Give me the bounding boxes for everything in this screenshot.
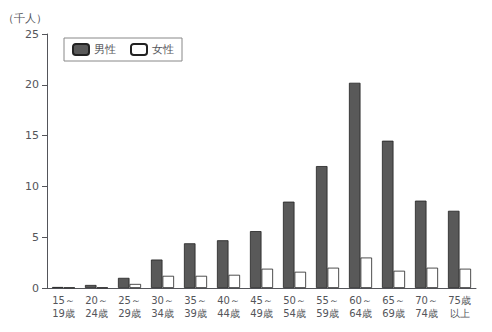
svg-text:64歳: 64歳: [349, 308, 372, 319]
svg-text:20: 20: [25, 78, 39, 91]
svg-text:49歳: 49歳: [250, 308, 273, 319]
svg-text:44歳: 44歳: [217, 308, 240, 319]
svg-text:65～: 65～: [382, 295, 405, 306]
svg-text:25～: 25～: [118, 295, 141, 306]
svg-text:70～: 70～: [415, 295, 438, 306]
svg-text:男性: 男性: [94, 43, 116, 56]
svg-text:以上: 以上: [450, 308, 470, 319]
svg-text:5: 5: [32, 231, 39, 244]
svg-text:50～: 50～: [283, 295, 306, 306]
svg-text:10: 10: [25, 180, 39, 193]
svg-text:（千人）: （千人）: [3, 12, 47, 25]
svg-text:55～: 55～: [316, 295, 339, 306]
svg-text:20～: 20～: [85, 295, 108, 306]
svg-text:19歳: 19歳: [52, 308, 75, 319]
svg-text:25: 25: [25, 28, 39, 41]
svg-text:45～: 45～: [250, 295, 273, 306]
svg-text:24歳: 24歳: [85, 308, 108, 319]
svg-text:74歳: 74歳: [415, 308, 438, 319]
svg-text:59歳: 59歳: [316, 308, 339, 319]
svg-text:30～: 30～: [151, 295, 174, 306]
svg-text:0: 0: [32, 282, 39, 295]
svg-text:15～: 15～: [52, 295, 75, 306]
svg-text:女性: 女性: [152, 43, 174, 56]
svg-text:54歳: 54歳: [283, 308, 306, 319]
svg-text:39歳: 39歳: [184, 308, 207, 319]
svg-text:69歳: 69歳: [382, 308, 405, 319]
svg-text:75歳: 75歳: [448, 295, 471, 306]
svg-text:40～: 40～: [217, 295, 240, 306]
svg-text:35～: 35～: [184, 295, 207, 306]
svg-text:34歳: 34歳: [151, 308, 174, 319]
svg-text:60～: 60～: [349, 295, 372, 306]
svg-text:15: 15: [25, 129, 39, 142]
svg-text:29歳: 29歳: [118, 308, 141, 319]
